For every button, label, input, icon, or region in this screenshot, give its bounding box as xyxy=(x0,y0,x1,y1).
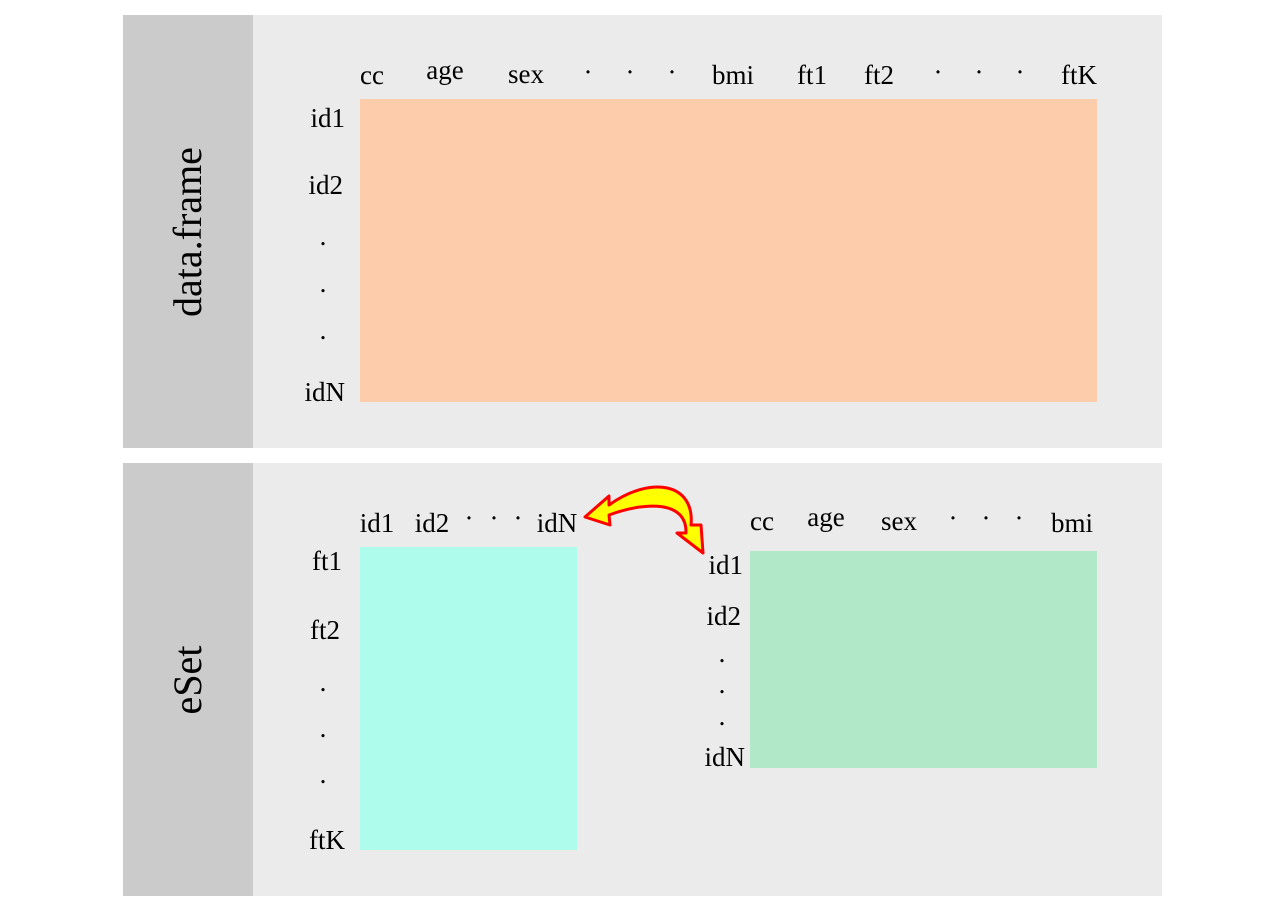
data-frame-matrix xyxy=(360,99,1097,402)
df-col-ft1: ft1 xyxy=(797,60,827,90)
pheno-row-ellipsis: . xyxy=(718,701,726,731)
df-col-sex: sex xyxy=(508,59,544,89)
df-row-ellipsis: . xyxy=(319,315,327,345)
link-arrow-shape xyxy=(583,485,705,555)
expr-col-ellipsis: · xyxy=(489,503,499,533)
df-row-id2: id2 xyxy=(308,170,343,200)
df-row-idN: idN xyxy=(304,377,346,407)
expr-col-ellipsis: · xyxy=(513,503,523,533)
pheno-col-ellipsis: · xyxy=(981,503,991,533)
eset-panel: eSet id1 id2 · · · idN ft1 ft2 . . . ftK… xyxy=(123,463,1162,896)
pheno-col-age: age xyxy=(807,502,845,532)
data-frame-title: data.frame xyxy=(165,146,210,317)
expr-col-ellipsis: · xyxy=(464,503,474,533)
df-col-ellipsis: · xyxy=(933,57,943,87)
df-col-age: age xyxy=(426,55,464,85)
expr-row-ellipsis: . xyxy=(319,759,327,789)
expr-col-id1: id1 xyxy=(359,508,395,538)
df-col-ellipsis: · xyxy=(974,57,984,87)
expression-matrix xyxy=(360,547,577,850)
phenotype-matrix xyxy=(750,551,1097,768)
expr-row-ftK: ftK xyxy=(309,825,345,855)
expr-col-idN: idN xyxy=(536,508,578,538)
pheno-col-ellipsis: · xyxy=(1014,503,1024,533)
expr-row-ellipsis: . xyxy=(319,667,327,697)
pheno-row-id2: id2 xyxy=(706,601,741,631)
df-col-ft2: ft2 xyxy=(864,60,894,90)
df-col-ellipsis: · xyxy=(625,57,635,87)
df-row-ellipsis: . xyxy=(319,268,327,298)
link-arrow xyxy=(583,485,705,555)
expr-row-ft1: ft1 xyxy=(312,546,342,576)
df-col-ellipsis: · xyxy=(1015,57,1025,87)
data-frame-side-bar: data.frame xyxy=(123,15,253,448)
df-col-ellipsis: · xyxy=(667,57,677,87)
pheno-col-cc: cc xyxy=(750,506,774,536)
pheno-row-idN: idN xyxy=(704,742,746,772)
df-row-ellipsis: . xyxy=(319,221,327,251)
expr-col-id2: id2 xyxy=(414,508,450,538)
df-col-ellipsis: · xyxy=(583,57,593,87)
df-col-bmi: bmi xyxy=(711,60,755,90)
df-col-cc: cc xyxy=(360,60,384,90)
pheno-row-ellipsis: . xyxy=(718,669,726,699)
pheno-col-bmi: bmi xyxy=(1050,508,1094,538)
pheno-col-sex: sex xyxy=(881,506,917,536)
pheno-col-ellipsis: · xyxy=(948,503,958,533)
expr-row-ft2: ft2 xyxy=(310,615,340,645)
data-frame-panel: data.frame cc age sex · · · bmi ft1 ft2 … xyxy=(123,15,1162,448)
eset-side-bar: eSet xyxy=(123,463,253,896)
df-col-ftK: ftK xyxy=(1061,60,1097,90)
expr-row-ellipsis: . xyxy=(319,713,327,743)
pheno-row-ellipsis: . xyxy=(718,638,726,668)
pheno-row-id1: id1 xyxy=(708,550,743,580)
df-row-id1: id1 xyxy=(310,103,345,133)
